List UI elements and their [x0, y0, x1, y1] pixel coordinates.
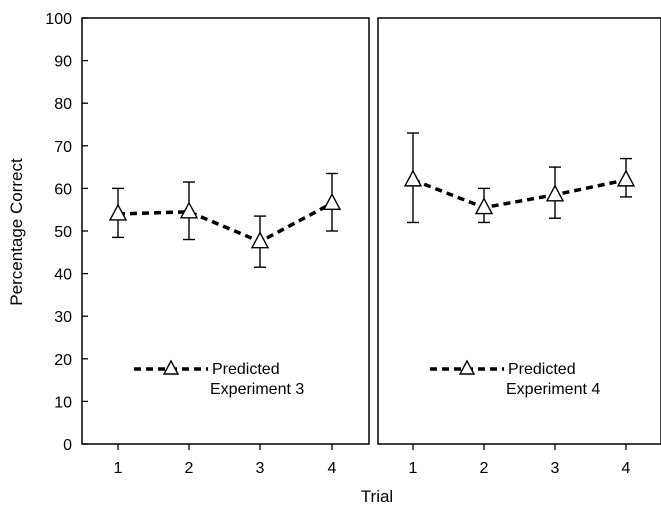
legend-series-label: Predicted [508, 361, 576, 378]
y-tick-label-60: 60 [54, 181, 72, 198]
legend-caption: Experiment 4 [506, 381, 600, 398]
panel-experiment-3: 1 2 3 4 Predicted Experiment 3 [81, 17, 370, 477]
y-tick-label-30: 30 [54, 309, 72, 326]
x-tick-label-2: 2 [480, 460, 489, 477]
y-tick-label-40: 40 [54, 267, 72, 284]
y-tick-label-80: 80 [54, 96, 72, 113]
panel-frame [377, 17, 661, 445]
legend: Predicted Experiment 4 [430, 359, 600, 398]
y-tick-label-70: 70 [54, 139, 72, 156]
y-tick-label-10: 10 [54, 394, 72, 411]
data-point-2 [474, 197, 494, 215]
legend-series-label: Predicted [212, 361, 280, 378]
x-tick-label-3: 3 [256, 460, 265, 477]
legend: Predicted Experiment 3 [134, 359, 304, 398]
y-tick-label-0: 0 [63, 437, 72, 454]
panel-experiment-4: 1 2 3 4 Predicted Experiment 4 [377, 17, 661, 477]
data-point-1 [403, 169, 423, 187]
panel-frame [81, 17, 370, 445]
data-point-3 [545, 184, 565, 202]
series-line [412, 178, 627, 210]
x-tick-label-4: 4 [622, 460, 631, 477]
y-tick-label-100: 100 [45, 11, 72, 28]
y-tick-label-90: 90 [54, 54, 72, 71]
legend-caption: Experiment 3 [210, 381, 304, 398]
data-point-1 [108, 203, 128, 221]
x-tick-label-2: 2 [185, 460, 194, 477]
data-point-2 [179, 201, 199, 219]
x-tick-label-1: 1 [114, 460, 123, 477]
x-tick-label-3: 3 [551, 460, 560, 477]
x-tick-label-4: 4 [328, 460, 337, 477]
x-axis-title: Trial [361, 487, 393, 506]
series-line [117, 201, 333, 244]
data-point-3 [250, 231, 270, 249]
y-tick-label-20: 20 [54, 352, 72, 369]
x-tick-label-1: 1 [409, 460, 418, 477]
y-axis: 0 10 20 30 40 50 60 70 80 90 100 [45, 11, 88, 454]
data-point-4 [322, 192, 342, 211]
legend-marker [458, 359, 476, 375]
legend-marker [162, 359, 180, 375]
y-tick-label-50: 50 [54, 224, 72, 241]
data-point-4 [616, 169, 636, 187]
y-axis-title: Percentage Correct [7, 158, 26, 306]
